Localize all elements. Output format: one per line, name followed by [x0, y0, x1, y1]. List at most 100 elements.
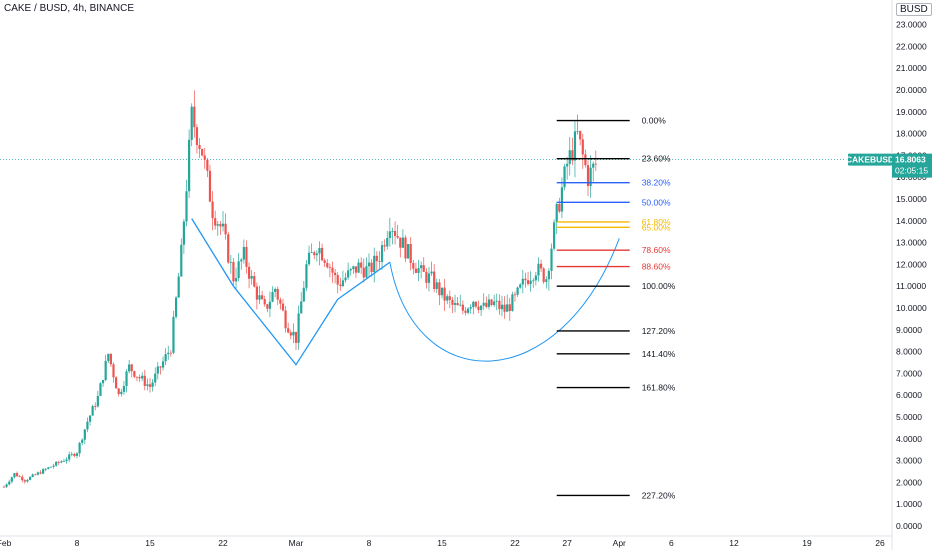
cup-curve	[389, 238, 620, 362]
candle-body	[65, 459, 68, 462]
price-badge-countdown: 02:05:15	[895, 166, 928, 176]
currency-label[interactable]: BUSD	[896, 3, 932, 16]
candle-body	[404, 237, 407, 259]
candle-body	[57, 461, 60, 463]
x-tick-label: 6	[669, 538, 674, 548]
candle-body	[571, 150, 574, 161]
candle-body	[70, 453, 73, 455]
candle-body	[521, 278, 524, 285]
x-tick-label: 15	[437, 538, 447, 548]
chart-pattern-drawings	[191, 218, 620, 366]
candle-body	[420, 265, 423, 269]
candle-body	[169, 352, 172, 354]
candle-body	[221, 223, 225, 227]
candle-body	[141, 375, 144, 379]
x-tick-label: 19	[802, 538, 812, 548]
candle-body	[195, 127, 199, 145]
fib-level-label: 141.40%	[642, 349, 676, 359]
candle-body	[75, 453, 79, 456]
candle-body	[414, 268, 418, 273]
candle-body	[344, 277, 347, 281]
candle-body	[148, 384, 152, 387]
y-tick-label: 5.0000	[896, 412, 922, 422]
chart-title: CAKE / BUSD, 4h, BINANCE	[4, 3, 135, 14]
candle-body	[331, 267, 334, 273]
candle-body	[485, 302, 488, 307]
candle-body	[310, 252, 313, 254]
candle-body	[451, 299, 454, 305]
candle-body	[185, 191, 188, 222]
candle-body	[240, 259, 243, 262]
candle-body	[10, 477, 13, 482]
candle-body	[255, 286, 258, 300]
candle-body	[386, 238, 389, 247]
candle-body	[62, 461, 66, 462]
candlestick-series	[2, 90, 597, 488]
candle-body	[281, 303, 285, 311]
candle-body	[245, 246, 248, 267]
candle-body	[214, 218, 217, 226]
candle-body	[362, 267, 365, 278]
candle-body	[508, 304, 511, 311]
x-tick-label: Feb	[0, 538, 12, 548]
candle-body	[143, 375, 146, 386]
candle-body	[592, 163, 595, 168]
candle-body	[453, 303, 457, 305]
candle-body	[138, 377, 141, 379]
candle-body	[438, 282, 441, 296]
candle-body	[164, 354, 167, 362]
candle-body	[318, 247, 321, 254]
candle-body	[182, 221, 185, 245]
candle-body	[474, 301, 477, 307]
candle-body	[555, 203, 558, 223]
candle-body	[524, 278, 527, 281]
candle-body	[519, 284, 522, 288]
candle-body	[341, 280, 345, 287]
candle-body	[2, 486, 6, 488]
candle-body	[13, 473, 16, 478]
fib-level-label: 0.00%	[642, 116, 667, 126]
candle-body	[558, 203, 561, 212]
candle-body	[130, 364, 133, 372]
candle-body	[396, 235, 399, 238]
candle-body	[511, 294, 514, 311]
candle-body	[328, 267, 331, 269]
y-tick-label: 9.0000	[896, 325, 922, 335]
candle-body	[417, 268, 420, 273]
x-tick-label: Mar	[289, 538, 304, 548]
candle-body	[323, 260, 326, 263]
candle-body	[247, 266, 251, 279]
candle-body	[537, 263, 540, 276]
fib-level-label: 38.20%	[642, 178, 671, 188]
y-tick-label: 18.0000	[896, 129, 927, 139]
candle-body	[440, 287, 444, 296]
candle-body	[216, 224, 219, 226]
y-tick-label: 6.0000	[896, 390, 922, 400]
price-badge-value: 16.8063	[895, 155, 926, 165]
time-axis: Feb 8 15 22 Mar 8 15 22 27 Apr 6 12 19 26	[0, 538, 885, 548]
y-tick-label: 15.0000	[896, 194, 927, 204]
candle-body	[448, 296, 451, 300]
candle-body	[375, 255, 378, 262]
candle-body	[307, 252, 311, 265]
candle-body	[91, 406, 94, 416]
candle-body	[115, 377, 118, 389]
candle-body	[78, 442, 81, 454]
candle-body	[563, 166, 566, 188]
symbol-badge-text: CAKEBUSD	[846, 155, 894, 165]
candle-body	[393, 231, 397, 236]
candle-body	[101, 379, 105, 384]
candle-body	[188, 139, 191, 192]
w-pattern-line	[191, 218, 391, 366]
y-tick-label: 7.0000	[896, 368, 922, 378]
y-tick-label: 8.0000	[896, 347, 922, 357]
candle-body	[357, 262, 360, 273]
fib-level-label: 88.60%	[642, 262, 671, 272]
candle-body	[26, 479, 29, 482]
candle-body	[219, 224, 222, 227]
candle-body	[292, 331, 295, 336]
candle-body	[52, 465, 55, 467]
candle-body	[120, 391, 123, 395]
